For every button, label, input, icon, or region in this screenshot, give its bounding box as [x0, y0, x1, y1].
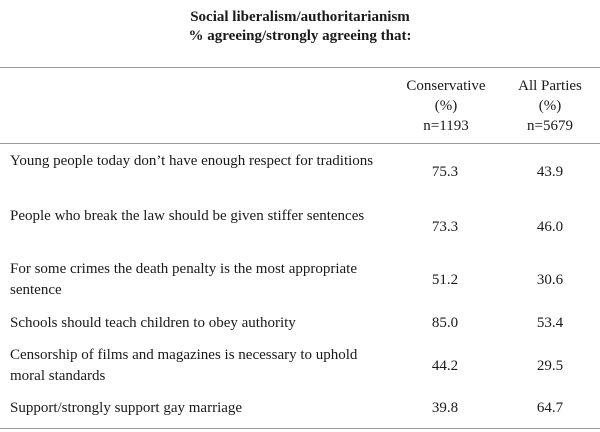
conservative-value: 44.2: [431, 358, 459, 374]
row-label: For some crimes the death penalty is the…: [10, 261, 357, 298]
all-parties-value: 43.9: [536, 164, 564, 180]
column-header-sample-size: n=5679: [527, 118, 573, 134]
all-parties-value: 29.5: [536, 358, 564, 374]
row-label: Censorship of films and magazines is nec…: [10, 347, 358, 384]
column-header-unit: (%): [538, 98, 562, 114]
column-header-all-parties: All Parties (%) n=5679: [500, 76, 600, 136]
conservative-value: 51.2: [431, 272, 459, 288]
conservative-value: 85.0: [431, 315, 459, 331]
row-label: Support/strongly support gay marriage: [10, 400, 243, 416]
header-rule: [0, 143, 600, 144]
table-title-line-2: % agreeing/strongly agreeing that:: [188, 28, 412, 44]
conservative-value: 73.3: [431, 219, 459, 235]
table-title: Social liberalism/authoritarianism % agr…: [0, 8, 600, 46]
all-parties-value: 53.4: [536, 315, 564, 331]
column-header-name: All Parties: [518, 78, 582, 94]
column-header-unit: (%): [434, 98, 458, 114]
conservative-value: 75.3: [431, 164, 459, 180]
all-parties-value: 46.0: [536, 219, 564, 235]
column-header-conservative: Conservative (%) n=1193: [388, 76, 504, 136]
row-label: Young people today don’t have enough res…: [10, 153, 374, 169]
table-title-line-1: Social liberalism/authoritarianism: [190, 9, 410, 25]
all-parties-value: 64.7: [536, 400, 564, 416]
row-label: Schools should teach children to obey au…: [10, 315, 296, 331]
bottom-rule: [0, 428, 600, 429]
all-parties-value: 30.6: [536, 272, 564, 288]
column-header-sample-size: n=1193: [423, 118, 469, 134]
conservative-value: 39.8: [431, 400, 459, 416]
row-label: People who break the law should be given…: [10, 208, 365, 224]
top-rule: [0, 67, 600, 68]
column-header-name: Conservative: [406, 78, 486, 94]
